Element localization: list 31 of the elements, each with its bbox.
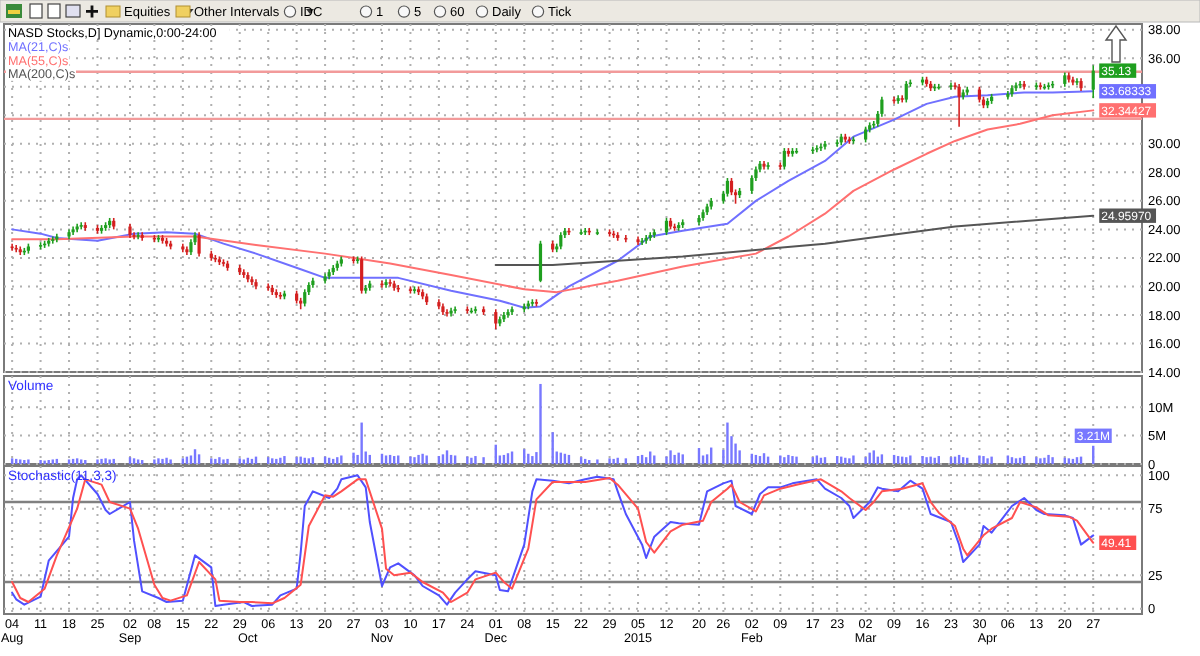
candlestick [445,308,449,318]
candlestick [132,231,136,241]
candlestick [624,234,628,244]
candlestick [782,147,786,171]
candlestick [10,242,14,252]
candlestick [1075,77,1079,87]
candlestick [453,305,457,315]
candlestick [360,255,364,295]
candlestick [815,144,819,154]
candlestick [904,80,908,104]
candlestick [538,239,543,283]
candlestick [494,308,498,331]
candlestick [778,161,782,171]
candlestick [14,244,18,253]
candlestick [725,177,730,198]
candlestick [750,174,754,195]
line-series [494,214,1095,267]
candlestick [900,94,904,104]
candlestick [835,138,839,148]
candlestick [79,221,83,231]
candlestick [51,235,55,245]
candlestick [766,161,770,171]
candlestick [266,282,270,292]
candlestick [136,231,140,241]
candlestick [197,231,201,258]
candlestick [1018,80,1022,89]
line-series [11,109,1095,294]
candlestick [957,83,961,128]
candlestick [388,278,392,288]
candlestick [949,81,953,91]
candlestick [1091,64,1095,99]
